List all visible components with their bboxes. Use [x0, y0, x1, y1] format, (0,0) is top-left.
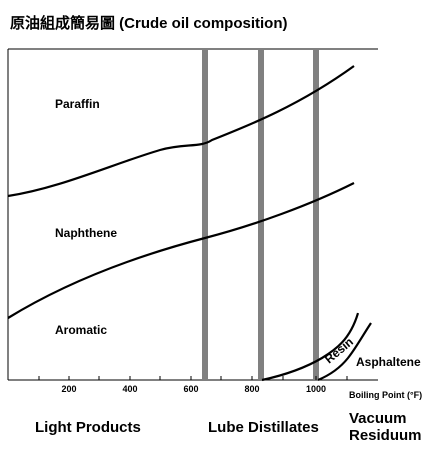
tick-label-600: 600 [183, 384, 198, 394]
divider-825 [258, 49, 264, 380]
lube-distillates-label: Lube Distillates [208, 419, 319, 436]
paraffin-label: Paraffin [55, 97, 100, 111]
vacuum-label-line1: Vacuum [349, 410, 407, 427]
tick-label-800: 800 [244, 384, 259, 394]
resin-asphaltene-boundary [317, 322, 372, 382]
aromatic-resin-boundary [261, 312, 360, 382]
aromatic-label: Aromatic [55, 323, 107, 337]
asphaltene-label: Asphaltene [356, 355, 421, 369]
divider-1000 [313, 49, 319, 380]
tick-marks [38, 376, 348, 380]
diagram-title: 原油組成簡易圖 (Crude oil composition) [10, 15, 288, 32]
paraffin-naphthene-boundary [7, 65, 355, 198]
tick-label-400: 400 [122, 384, 137, 394]
naphthene-label: Naphthene [55, 226, 117, 240]
x-axis-label: Boiling Point (°F) [349, 390, 422, 400]
vacuum-label-line2: Residuum [349, 427, 422, 444]
light-products-label: Light Products [35, 419, 141, 436]
divider-650 [202, 49, 208, 380]
tick-label-1000: 1000 [306, 384, 326, 394]
vacuum-residuum-label: Vacuum Residuum [349, 410, 422, 444]
resin-label: Resin [322, 335, 356, 367]
naphthene-aromatic-boundary [7, 182, 355, 319]
tick-label-200: 200 [61, 384, 76, 394]
